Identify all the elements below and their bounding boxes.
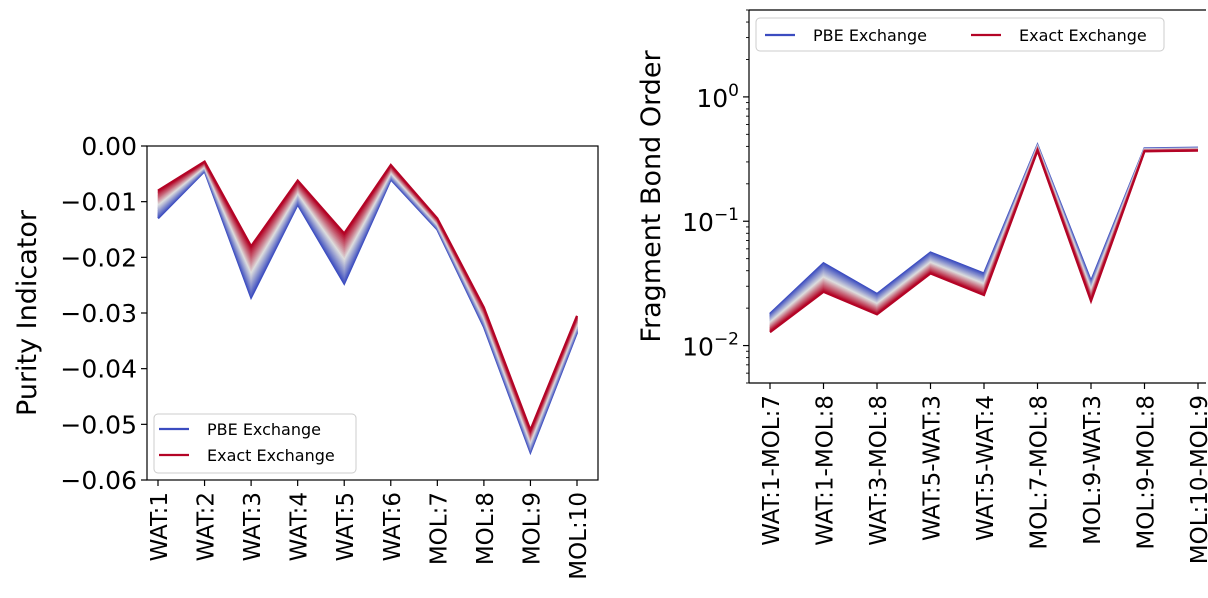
legend-label-pbe: PBE Exchange bbox=[207, 420, 321, 439]
y-tick-label: 0.00 bbox=[81, 132, 137, 161]
x-tick-label: WAT:5-WAT:3 bbox=[920, 395, 946, 541]
x-tick-label: MOL:7-MOL:8 bbox=[1027, 395, 1053, 550]
legend: PBE Exchange Exact Exchange bbox=[153, 413, 357, 474]
y-tick-label: −0.01 bbox=[60, 188, 137, 217]
legend-label-exact: Exact Exchange bbox=[207, 446, 335, 465]
legend-label-exact: Exact Exchange bbox=[1019, 26, 1147, 45]
series-gradient-band bbox=[769, 142, 1199, 334]
legend: PBE Exchange Exact Exchange bbox=[755, 17, 1165, 52]
y-tick-label: −0.02 bbox=[60, 243, 137, 272]
x-tick-label: WAT:4 bbox=[287, 492, 313, 561]
y-tick-label: −0.03 bbox=[60, 299, 137, 328]
y-axis-label: Purity Indicator bbox=[12, 209, 43, 416]
x-tick-label: MOL:7 bbox=[426, 492, 452, 565]
y-tick-label: −0.05 bbox=[60, 410, 137, 439]
y-axis-label: Fragment Bond Order bbox=[636, 50, 667, 343]
x-tick-label: WAT:5-WAT:4 bbox=[973, 395, 999, 541]
x-tick-label: WAT:6 bbox=[380, 492, 406, 561]
series-line-exact-exchange bbox=[769, 147, 1199, 334]
x-tick-label: WAT:1 bbox=[147, 492, 173, 561]
y-tick-label: 100 bbox=[696, 81, 739, 113]
x-tick-label: WAT:3-MOL:8 bbox=[866, 395, 892, 546]
x-tick-label: WAT:2 bbox=[194, 492, 220, 561]
legend-frame bbox=[755, 17, 1165, 52]
y-tick-label: −0.06 bbox=[60, 466, 137, 495]
x-tick-label: MOL:9-MOL:8 bbox=[1134, 395, 1160, 550]
x-tick-label: WAT:1-MOL:8 bbox=[813, 395, 839, 546]
x-tick-label: MOL:10-MOL:9 bbox=[1187, 395, 1208, 564]
x-tick-label: MOL:10 bbox=[566, 492, 592, 580]
x-tick-label: WAT:3 bbox=[240, 492, 266, 561]
series-gradient-band bbox=[157, 160, 579, 456]
x-tick-label: MOL:8 bbox=[473, 492, 499, 565]
legend-label-pbe: PBE Exchange bbox=[813, 26, 927, 45]
y-tick-label: 10−1 bbox=[682, 205, 739, 237]
series-line-exact-exchange bbox=[157, 160, 579, 433]
legend-frame bbox=[153, 413, 357, 474]
x-tick-label: WAT:5 bbox=[333, 492, 359, 561]
x-tick-label: MOL:9-WAT:3 bbox=[1080, 395, 1106, 545]
y-tick-label: −0.04 bbox=[60, 355, 137, 384]
x-tick-label: MOL:9 bbox=[519, 492, 545, 565]
x-tick-label: WAT:1-MOL:7 bbox=[759, 395, 785, 546]
chart-1: 0.00 −0.01 −0.02 −0.03 −0.04 −0.05 −0.06 WAT:1 W… bbox=[12, 132, 599, 580]
y-tick-label: 10−2 bbox=[682, 330, 739, 362]
chart-2: 10−2 10−1 100 WAT:1-MOL:7 WAT:1-MOL:8 WAT:3-M… bbox=[636, 9, 1208, 564]
